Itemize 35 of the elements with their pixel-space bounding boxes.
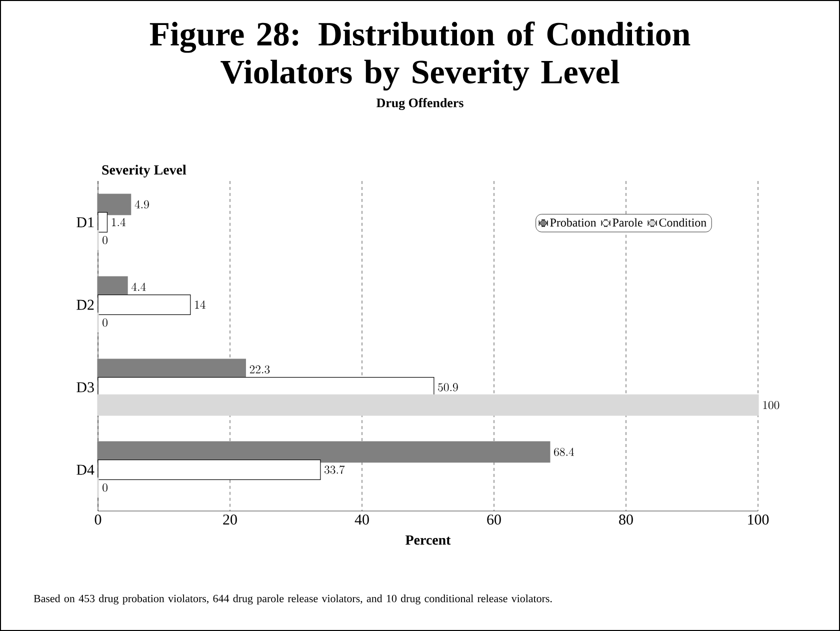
data-label: 50.9 [438, 383, 458, 392]
text: Based on 453 drug probation violators, 644 drug parole release violators, and 10 drug conditional release violators. [34, 594, 552, 604]
data-label: 0 [102, 483, 108, 492]
x-tick-label: 60 [487, 514, 501, 525]
bar [98, 294, 191, 315]
chart-title: Figure 28: Distribution of Condition Violators by Severity Level [150, 21, 690, 91]
y-axis-title: Severity Level [102, 164, 186, 178]
data-label: 4.4 [131, 282, 146, 291]
legend-label: Probation [550, 218, 596, 227]
x-axis-title: Percent [406, 535, 451, 545]
data-label: 0 [102, 318, 108, 327]
x-tick-label: 100 [748, 514, 769, 525]
x-tick-label: 0 [94, 514, 102, 525]
data-label: 33.7 [324, 466, 345, 474]
data-label: 1 .4 [112, 218, 126, 226]
y-tick-label: D3 [76, 382, 94, 392]
y-tick-label: D2 [76, 300, 94, 310]
legend-label: Parole [612, 218, 642, 227]
bar [98, 212, 108, 232]
y-tick-label: D1 [76, 217, 94, 228]
bar [97, 441, 550, 463]
x-tick-label: 80 [619, 514, 633, 525]
x-tick-label: 40 [354, 514, 369, 525]
chart-subtitle: Drug Offenders [376, 98, 464, 110]
data-label: 4.9 [134, 200, 149, 209]
data-label: 100 [763, 400, 780, 410]
bar [97, 394, 759, 416]
y-tick-label: D4 [76, 464, 94, 475]
data-label: 0 [102, 236, 108, 244]
data-label: 14 [195, 300, 206, 309]
bar [97, 194, 132, 216]
data-label: 22.3 [250, 365, 270, 374]
x-tick-label: 20 [223, 514, 237, 525]
legend-label: Condition [659, 218, 706, 227]
data-label: 68.4 [554, 448, 574, 456]
